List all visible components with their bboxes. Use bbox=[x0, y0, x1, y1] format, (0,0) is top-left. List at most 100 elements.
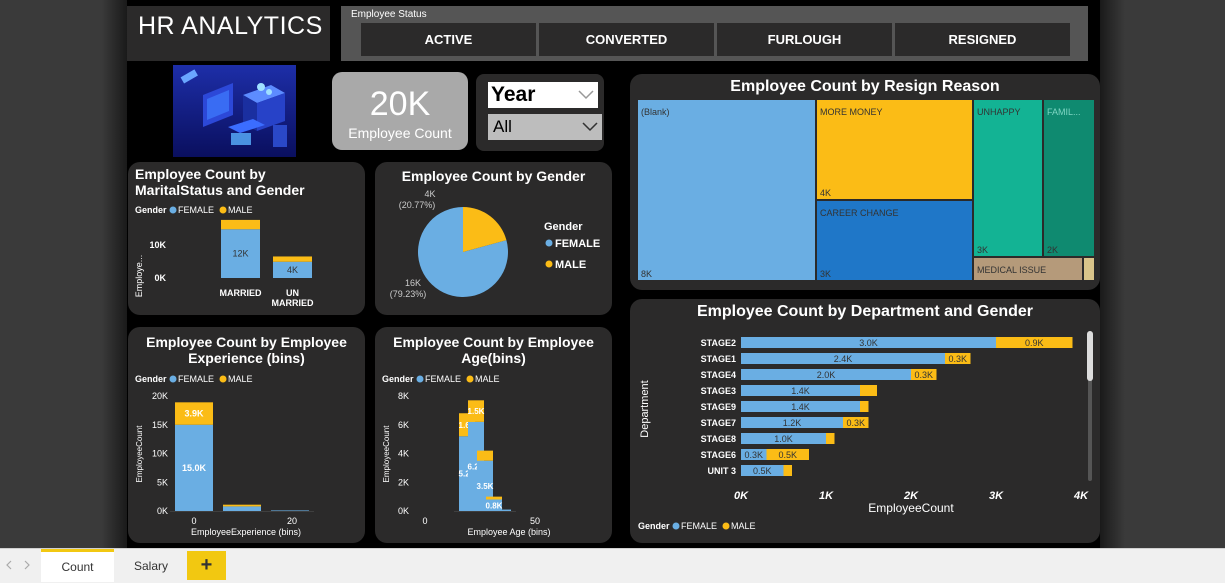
x-tick-label: 0 bbox=[191, 516, 196, 526]
report-title: HR ANALYTICS bbox=[138, 12, 323, 40]
resign-treemap-plot: (Blank) 8K MORE MONEY 4K CAREER CHANGE 3K UNHA… bbox=[638, 100, 1094, 280]
x-tick-label: 0K bbox=[734, 490, 749, 502]
bar-male bbox=[273, 256, 312, 262]
treemap-cell bbox=[638, 100, 815, 280]
experience-chart-card: Employee Count by Employee Experience (b… bbox=[128, 327, 365, 543]
legend-marker-female bbox=[545, 239, 553, 247]
legend-label-male: MALE bbox=[555, 259, 586, 271]
x-tick-label: UN bbox=[286, 288, 299, 298]
gender-pie-card: Employee Count by Gender 4K (20.77%) 16K (7… bbox=[375, 162, 612, 315]
department-chart-card: Employee Count by Department and Gender … bbox=[630, 299, 1100, 543]
marital-chart-title-line1: Employee Count by bbox=[135, 166, 266, 182]
tab-count[interactable]: Count bbox=[41, 549, 114, 582]
treemap-value: 8K bbox=[641, 269, 652, 279]
legend-label-female: FEMALE bbox=[178, 205, 214, 215]
treemap-label: MORE MONEY bbox=[820, 107, 883, 117]
status-button-converted[interactable]: CONVERTED bbox=[539, 23, 714, 56]
bar-female bbox=[741, 369, 911, 380]
legend-marker-male bbox=[545, 260, 553, 268]
x-tick-label: 1K bbox=[819, 490, 834, 502]
experience-chart-title: Employee Count by Employee Experience (b… bbox=[128, 334, 365, 366]
marital-chart-plot: Gender FEMALE MALE Employe... 10K 0K 12K MARRIE… bbox=[134, 205, 314, 308]
y-axis-label: EmployeeCount bbox=[135, 425, 144, 483]
bar-male bbox=[826, 433, 835, 444]
data-label: 6.2K bbox=[468, 462, 485, 471]
year-slicer-selected: All bbox=[493, 117, 512, 136]
legend-marker-female bbox=[416, 375, 424, 383]
y-tick-label: STAGE6 bbox=[701, 450, 736, 460]
bar-female bbox=[175, 424, 213, 511]
y-tick-label: STAGE9 bbox=[701, 402, 736, 412]
bar-female bbox=[486, 499, 502, 511]
y-tick-label: 0K bbox=[398, 506, 409, 516]
chevron-down-icon bbox=[582, 122, 598, 132]
y-tick-label: 0K bbox=[154, 273, 166, 283]
employee-count-card: 20K Employee Count bbox=[332, 72, 468, 150]
treemap-cell bbox=[1084, 258, 1094, 280]
datacenter-illustration bbox=[173, 65, 296, 157]
experience-chart-title-line2: Experience (bins) bbox=[188, 350, 305, 366]
bar-male bbox=[945, 353, 971, 364]
legend-title: Gender bbox=[544, 221, 583, 233]
treemap-value: 3K bbox=[820, 269, 831, 279]
status-button-furlough[interactable]: FURLOUGH bbox=[717, 23, 892, 56]
bar-female bbox=[273, 261, 312, 278]
x-tick-label: 50 bbox=[530, 516, 540, 526]
bar-female bbox=[741, 385, 860, 396]
bar-female bbox=[741, 465, 784, 476]
x-tick-label: MARRIED bbox=[272, 298, 314, 308]
treemap-label: UNHAPPY bbox=[977, 107, 1021, 117]
x-axis-label: EmployeeCount bbox=[868, 501, 954, 515]
treemap-label: MEDICAL ISSUE bbox=[977, 265, 1046, 275]
marital-chart-title: Employee Count by MaritalStatus and Gend… bbox=[135, 166, 305, 198]
treemap-label: CAREER CHANGE bbox=[820, 208, 899, 218]
treemap-cell bbox=[1044, 100, 1094, 256]
pie-label-female-pct: (79.23%) bbox=[390, 289, 427, 299]
legend-label-male: MALE bbox=[475, 374, 500, 384]
tab-salary[interactable]: Salary bbox=[133, 558, 168, 573]
legend-title: Gender bbox=[135, 374, 167, 384]
data-label: 1.0K bbox=[774, 434, 793, 444]
resign-treemap-title: Employee Count by Resign Reason bbox=[730, 78, 1000, 95]
chevron-left-icon[interactable] bbox=[4, 560, 14, 570]
y-tick-label: STAGE2 bbox=[701, 338, 736, 348]
year-slicer-title[interactable]: Year bbox=[488, 82, 598, 108]
data-label: 2.4K bbox=[834, 354, 853, 364]
y-tick-label: 10K bbox=[152, 449, 168, 459]
bar-male bbox=[175, 402, 213, 425]
department-chart-plot: STAGE2 3.0K 0.9K STAGE1 2.4K 0.3K STAGE4 2.0K 0.… bbox=[638, 331, 1093, 531]
status-button-resigned[interactable]: RESIGNED bbox=[895, 23, 1070, 56]
legend-label-female: FEMALE bbox=[681, 521, 717, 531]
y-tick-label: 0K bbox=[157, 506, 168, 516]
data-label: 1.4K bbox=[791, 386, 810, 396]
age-chart-title-line2: Age(bins) bbox=[461, 350, 526, 366]
legend-marker-male bbox=[722, 522, 730, 530]
bar-male bbox=[477, 450, 493, 461]
year-slicer-dropdown[interactable]: All bbox=[488, 114, 602, 140]
legend-label-female: FEMALE bbox=[425, 374, 461, 384]
status-button-active[interactable]: ACTIVE bbox=[361, 23, 536, 56]
data-label: 0.5K bbox=[778, 450, 797, 460]
bar-male bbox=[766, 449, 809, 460]
report-title-box: HR ANALYTICS bbox=[127, 6, 330, 61]
bar-female bbox=[221, 229, 260, 278]
bar-female bbox=[741, 449, 767, 460]
legend-label-female: FEMALE bbox=[178, 374, 214, 384]
add-page-button[interactable]: + bbox=[187, 551, 226, 580]
data-label: 2.0K bbox=[817, 370, 836, 380]
data-label: 1.5K bbox=[468, 407, 485, 416]
bar-male bbox=[223, 504, 261, 507]
age-chart-title-line1: Employee Count by Employee bbox=[393, 334, 594, 350]
gender-pie-plot: 4K(20.77%) 16K(79.23%) Gender FEMALE MALE bbox=[390, 189, 601, 299]
employee-count-label: Employee Count bbox=[348, 125, 452, 141]
bar-male bbox=[996, 337, 1073, 348]
legend-title: Gender bbox=[382, 374, 414, 384]
pie-label-male-value: 4K bbox=[424, 189, 435, 199]
bar-female bbox=[495, 509, 511, 511]
y-tick-label: 6K bbox=[398, 420, 409, 430]
x-tick-label: 0 bbox=[422, 516, 427, 526]
chevron-right-icon[interactable] bbox=[22, 560, 32, 570]
y-tick-label: 10K bbox=[149, 240, 166, 250]
data-label: 15.0K bbox=[182, 463, 207, 473]
bar-female bbox=[741, 353, 945, 364]
